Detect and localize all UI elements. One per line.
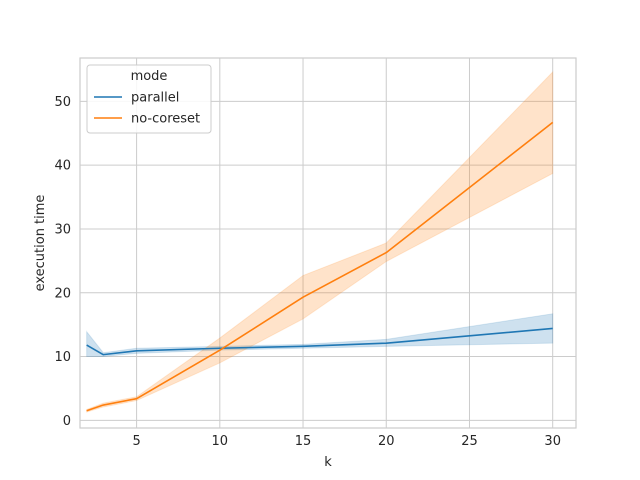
y-tick-label: 20 [54, 286, 71, 301]
grid-lines [80, 58, 576, 428]
band-no-coreset [86, 70, 554, 413]
legend-label-parallel: parallel [131, 91, 179, 106]
series-lines [86, 121, 554, 412]
legend-title: mode [131, 69, 168, 84]
legend-box [86, 64, 212, 134]
y-tick-label: 0 [63, 414, 71, 429]
x-tick-label: 15 [295, 434, 312, 449]
x-tick-label: 5 [132, 434, 140, 449]
legend: mode parallel no-coreset [86, 64, 212, 134]
legend-entries: parallel no-coreset [94, 91, 200, 127]
legend-label-no-coreset: no-coreset [131, 112, 200, 127]
plot-frame [79, 57, 577, 429]
y-tick-label: 10 [54, 350, 71, 365]
x-tick-label: 10 [212, 434, 229, 449]
x-tick-label: 30 [544, 434, 561, 449]
y-tick-label: 30 [54, 222, 71, 237]
y-tick-label: 40 [54, 159, 71, 174]
x-tick-label: 25 [461, 434, 478, 449]
y-axis-label: execution time [33, 195, 48, 292]
y-tick-label: 50 [54, 95, 71, 110]
tick-labels: 5 10 15 20 25 30 0 10 20 30 40 50 [54, 95, 561, 449]
x-axis-label: k [324, 455, 332, 470]
line-parallel [86, 327, 553, 356]
confidence-bands [86, 70, 554, 413]
x-tick-label: 20 [378, 434, 395, 449]
band-parallel [86, 313, 554, 358]
line-no-coreset [86, 121, 554, 412]
